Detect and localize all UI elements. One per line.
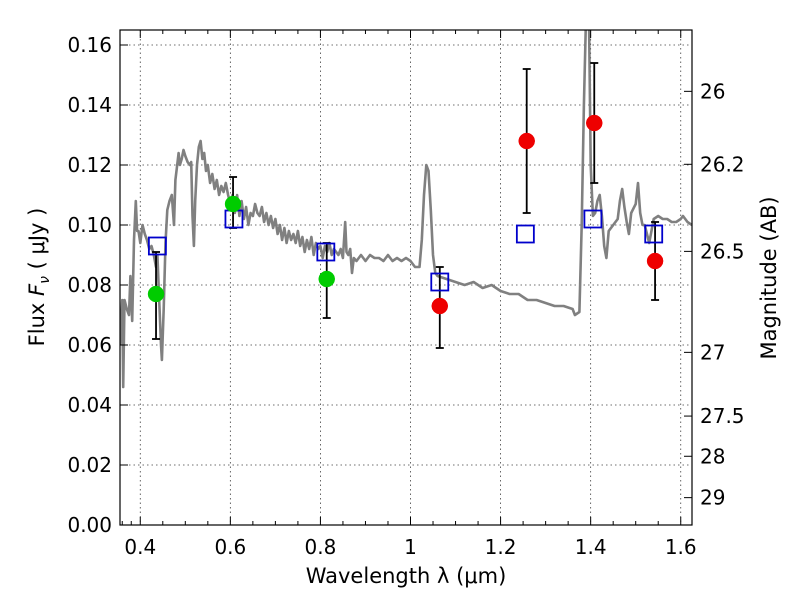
y-tick-label: 0.04 xyxy=(67,393,112,417)
grid xyxy=(120,30,692,525)
y-tick-label: 0.08 xyxy=(67,273,112,297)
y2-axis-label: Magnitude (AB) xyxy=(757,196,781,359)
x-tick-label: 1.4 xyxy=(575,535,607,559)
y2-tick-label: 26.5 xyxy=(700,239,745,263)
observed-flux-point xyxy=(586,114,603,132)
x-tick-label: 1 xyxy=(404,535,417,559)
plot-data xyxy=(120,30,692,389)
x-tick-label: 1.2 xyxy=(485,535,517,559)
observed-flux-point xyxy=(646,252,664,270)
model-flux-square xyxy=(583,209,603,229)
x-tick-label: 0.6 xyxy=(214,535,246,559)
y-tick-label: 0.14 xyxy=(67,93,112,117)
x-tick-label: 1.6 xyxy=(665,535,697,559)
y-tick-label: 0.00 xyxy=(67,513,112,537)
y2-tick-label: 28 xyxy=(700,444,725,468)
observed-flux-point xyxy=(224,195,242,213)
y2-tick-label: 26 xyxy=(700,79,725,103)
model-flux-square xyxy=(147,236,167,256)
observed-flux-point xyxy=(318,270,335,288)
x-axis-label: Wavelength λ (μm) xyxy=(306,564,507,588)
model-flux-square xyxy=(515,224,535,244)
y-tick-label: 0.10 xyxy=(67,213,112,237)
observed-flux-point xyxy=(518,132,535,150)
plot-frame xyxy=(119,29,693,526)
y2-tick-label: 29 xyxy=(700,486,725,510)
observed-flux-point xyxy=(431,297,449,315)
spectrum-line xyxy=(120,30,692,389)
y-axis-label: Flux Fν ( μJy ) xyxy=(25,208,53,347)
x-tick-label: 0.8 xyxy=(305,535,337,559)
y-tick-label: 0.12 xyxy=(67,153,112,177)
y2-tick-label: 26.2 xyxy=(700,152,745,176)
y-tick-label: 0.02 xyxy=(67,453,112,477)
model-flux-square xyxy=(644,224,664,244)
y2-tick-label: 27 xyxy=(700,340,725,364)
x-tick-label: 0.4 xyxy=(124,535,156,559)
y-tick-label: 0.16 xyxy=(67,33,112,57)
model-flux-square xyxy=(316,242,336,262)
axis-ticks: 0.4 0.6 0.8 1 1.2 1.4 1.6 0.00 0.02 0.04 0.06 0.08 0… xyxy=(67,30,745,559)
model-flux-square xyxy=(430,272,450,292)
y2-tick-label: 27.5 xyxy=(700,404,745,428)
y-tick-label: 0.06 xyxy=(67,333,112,357)
observed-flux-point xyxy=(147,285,165,303)
